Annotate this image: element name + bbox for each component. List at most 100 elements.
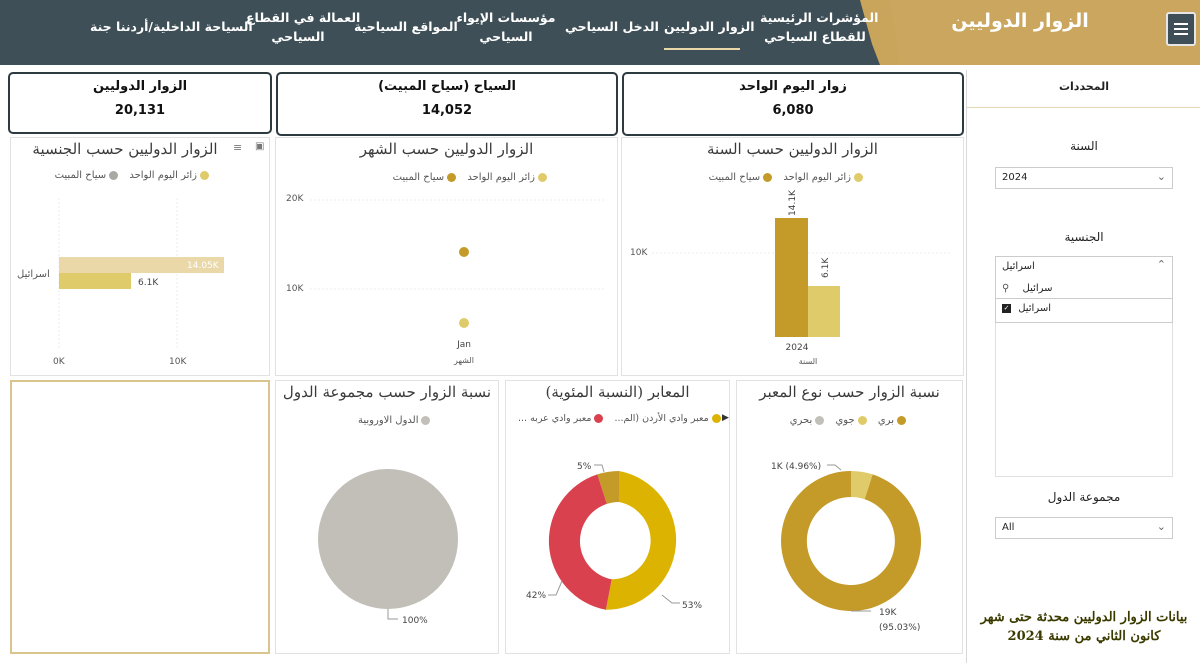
nationality-option[interactable]: ✓ اسرائيل [995,299,1173,323]
y-tick: 10K [630,248,648,258]
nationality-bars-svg: 14.05K 6.1K [58,198,224,350]
legend-item: الدول الاوروبية [358,415,431,426]
chart-title: نسبة الزوار حسب مجموعة الدول [282,383,492,401]
chart-title: الزوار الدوليين حسب السنة [707,140,878,158]
chart-visitors-by-crossing-type: نسبة الزوار حسب نوع المعبر بري جوي بحري … [736,380,963,654]
legend-item: سياح المبيت [709,172,773,183]
pie-label: 100% [402,616,428,626]
bar-label-overnight: 14.05K [187,261,220,271]
filters-header: المحددات [967,70,1200,108]
y-category: اسرائيل [17,269,50,280]
card-value: 14,052 [421,103,473,118]
donut [781,471,922,611]
crossing-type-donut-svg: 1K (4.96%) 19K (95.03%) [771,462,922,633]
donut-label-land-pct: (95.03%) [879,623,920,633]
donut-label-air: 1K (4.96%) [771,462,821,472]
chart-legend: زائر اليوم الواحد سياح المبيت [47,170,209,183]
donut-slice-jordan-valley [605,471,677,610]
card-same-day-visitors: زوار اليوم الواحد 6,080 [622,72,964,136]
card-label: الزوار الدوليين [92,79,188,94]
year-slicer-label: السنة [1070,139,1098,153]
page-title: الزوار الدوليين [951,10,1089,32]
bar-sameday-2024 [808,286,840,337]
country-group-pie-svg: 100% [318,469,458,626]
chart-title: الزوار الدوليين حسب الجنسية [32,140,218,158]
point-sameday-jan [459,318,469,328]
chart-legend: الدول الاوروبية [350,415,431,428]
x-tick: 2024 [786,343,809,353]
nav-domestic-tourism[interactable]: السياحة الداخلية/أردننا جنة [90,19,253,34]
country-group-slicer-label: مجموعة الدول [1047,490,1121,504]
nationality-dropdown[interactable]: اسرائيل ⌃ [995,256,1173,281]
bar-sameday-israel [59,273,131,289]
legend-item: سياح المبيت [393,172,457,183]
x-tick: 10K [169,357,187,367]
nationality-slicer-label: الجنسية [1064,230,1104,244]
pie-slice-european [318,469,458,609]
year-bars-svg: 14.1K 6.1K 2024 السنة [652,189,952,366]
legend-scroll-icon[interactable]: ▶ [722,413,729,423]
bar-overnight-israel [59,257,224,273]
nationality-search[interactable]: ⚲ سرائيل [995,280,1173,299]
year-value: 2024 [1002,172,1028,183]
month-points-svg: Jan الشهر [310,199,606,365]
chevron-up-icon: ⌃ [1156,258,1166,271]
chevron-down-icon: ⌄ [1156,170,1166,183]
donut-slice-wadi-araba [548,474,612,610]
option-label: اسرائيل [1018,303,1052,314]
card-international-visitors: الزوار الدوليين 20,131 [8,72,272,134]
donut-slice-air [851,471,873,500]
menu-icon[interactable] [1166,12,1196,46]
donut-slice-land [781,471,922,611]
nav-active-underline [664,48,740,50]
legend-item: سياح المبيت [55,170,119,181]
country-group-dropdown[interactable]: All ⌄ [995,517,1173,539]
search-icon: ⚲ [1002,283,1010,294]
x-tick: Jan [456,340,471,350]
legend-item: معبر وادي عربه ... [518,413,604,424]
nationality-list-area [995,323,1173,477]
donut-label-araba: 42% [526,591,546,601]
year-dropdown[interactable]: 2024 ⌄ [995,167,1173,189]
nationality-value: اسرائيل [1002,261,1035,272]
nav-labor[interactable]: العمالة في القطاع السياحي [246,10,361,44]
x-axis-label: الشهر [453,356,474,365]
bar-label-sameday: 6.1K [138,278,159,288]
chart-title: نسبة الزوار حسب نوع المعبر [759,383,940,401]
donut-label-jordan: 53% [682,601,702,611]
card-label: السياح (سياح المبيت) [378,79,516,94]
point-overnight-jan [459,247,469,257]
legend-item: بحري [790,415,825,426]
bar-label-overnight: 14.1K [788,189,798,216]
data-update-note: بيانات الزوار الدوليين محدثة حتى شهر كان… [980,610,1188,644]
chart-legend: زائر اليوم الواحد سياح المبيت [701,172,863,185]
nav-tourism-income[interactable]: الدخل السياحي [565,19,659,34]
card-value: 6,080 [772,103,814,118]
donut-label-land: 19K [879,608,897,618]
card-overnight-tourists: السياح (سياح المبيت) 14,052 [276,72,618,136]
x-axis-label: السنة [799,357,818,366]
legend-item: معبر وادي الأردن (الم... [614,413,721,424]
empty-visual-panel [10,380,270,654]
filter-icon[interactable]: ≡ [233,141,243,154]
donut [548,471,677,610]
chart-title: الزوار الدوليين حسب الشهر [359,140,534,158]
nav-tourist-sites[interactable]: المواقع السياحية [354,19,458,34]
chart-legend: زائر اليوم الواحد سياح المبيت [385,172,547,185]
donut-slice-other [597,471,619,504]
chart-crossings-percentage: المعابر (النسبة المئوية) ▶ معبر وادي الأ… [505,380,730,654]
app-header: الزوار الدوليين المؤشرات الرئيسية للقطاع… [0,0,1200,65]
focus-mode-icon[interactable]: ▣ [255,141,265,152]
chart-title: المعابر (النسبة المئوية) [545,383,690,401]
chart-visitors-by-month: الزوار الدوليين حسب الشهر زائر اليوم الو… [275,137,618,376]
country-group-value: All [1002,522,1015,533]
filters-panel: المحددات السنة 2024 ⌄ الجنسية اسرائيل ⌃ … [966,70,1200,663]
nav-accommodation[interactable]: مؤسسات الإيواء السياحي [456,10,556,44]
nav-international-visitors[interactable]: الزوار الدوليين [664,19,755,34]
chart-visitors-by-country-group: نسبة الزوار حسب مجموعة الدول الدول الاور… [275,380,499,654]
checkbox-checked-icon[interactable]: ✓ [1002,303,1011,313]
chart-visitors-by-nationality: الزوار الدوليين حسب الجنسية ≡ ▣ زائر الي… [10,137,270,376]
nav-key-indicators[interactable]: المؤشرات الرئيسية للقطاع السياحي [760,10,879,44]
chart-legend: معبر وادي الأردن (الم... معبر وادي عربه … [510,413,721,426]
search-text: سرائيل [1022,283,1053,294]
